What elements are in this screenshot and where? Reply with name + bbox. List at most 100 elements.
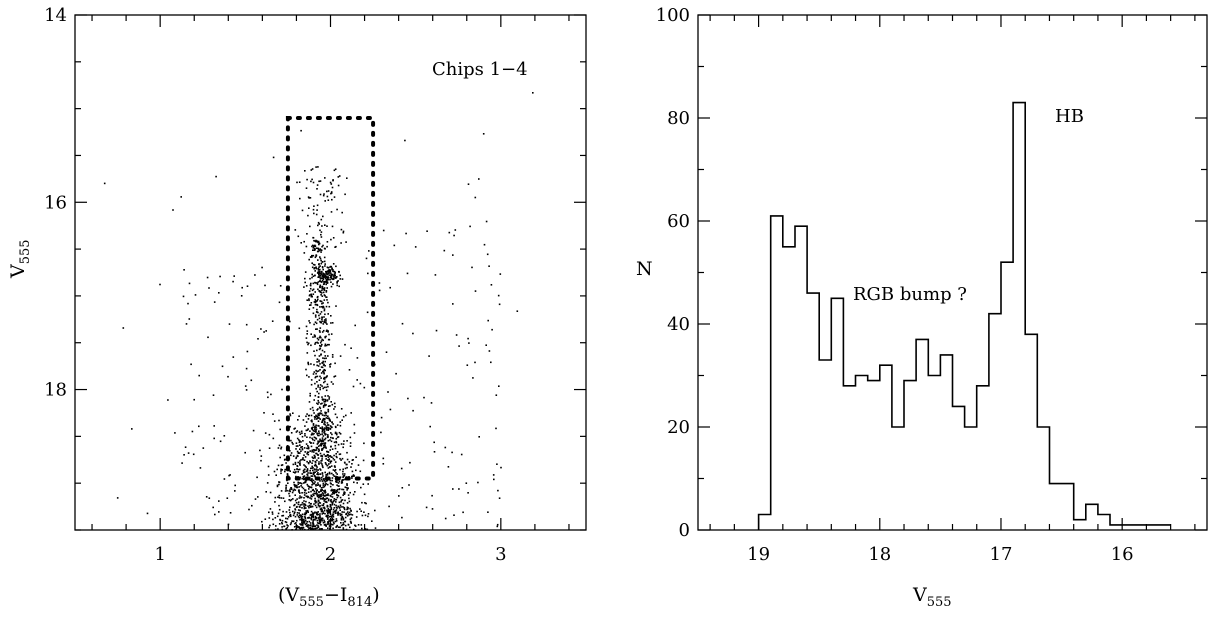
cmd-star-point — [309, 408, 312, 410]
cmd-star-point — [307, 505, 309, 507]
cmd-star-point — [444, 446, 447, 449]
cmd-star-point — [451, 451, 453, 454]
cmd-star-point — [334, 444, 337, 447]
cmd-star-point — [472, 377, 474, 379]
cmd-star-point — [325, 376, 327, 379]
cmd-star-point — [122, 327, 125, 329]
cmd-star-point — [340, 228, 343, 231]
cmd-star-point — [330, 211, 333, 213]
cmd-star-point — [181, 462, 183, 464]
cmd-star-point — [321, 277, 324, 280]
cmd-star-point — [352, 474, 355, 476]
cmd-star-point — [324, 498, 327, 501]
cmd-star-point — [317, 442, 319, 444]
cmd-star-point — [356, 357, 359, 359]
cmd-star-point — [306, 374, 308, 377]
cmd-star-point — [318, 401, 320, 404]
cmd-star-point — [309, 197, 312, 199]
cmd-star-point — [331, 517, 333, 520]
cmd-star-point — [313, 267, 316, 269]
cmd-star-point — [305, 522, 308, 525]
cmd-star-point — [315, 414, 317, 417]
cmd-star-point — [333, 454, 335, 457]
cmd-star-point — [305, 245, 308, 248]
histogram-annotation-rgb-bump: RGB bump ? — [853, 284, 967, 305]
cmd-star-point — [336, 424, 339, 426]
cmd-star-point — [305, 187, 308, 189]
cmd-star-point — [223, 478, 226, 480]
cmd-star-point — [307, 362, 309, 364]
cmd-star-point — [324, 491, 326, 493]
cmd-star-point — [302, 457, 304, 459]
cmd-star-point — [319, 344, 321, 347]
cmd-star-point — [279, 285, 282, 287]
cmd-star-point — [337, 443, 340, 446]
cmd-star-point — [329, 276, 332, 278]
cmd-star-point — [320, 507, 323, 510]
cmd-star-point — [192, 453, 195, 456]
cmd-star-point — [302, 476, 305, 479]
cmd-star-point — [326, 400, 329, 402]
cmd-star-point — [331, 488, 333, 491]
cmd-star-point — [269, 508, 272, 510]
cmd-star-point — [490, 284, 493, 286]
cmd-star-point — [354, 525, 357, 527]
cmd-star-point — [333, 490, 335, 492]
cmd-star-point — [320, 249, 322, 251]
cmd-star-point — [303, 497, 305, 499]
cmd-star-point — [321, 402, 323, 405]
cmd-star-point — [310, 293, 312, 296]
cmd-star-point — [313, 439, 316, 442]
cmd-star-point — [312, 409, 315, 412]
cmd-star-point — [327, 523, 329, 526]
cmd-star-point — [296, 454, 299, 457]
hist-y-tick-label: 20 — [667, 417, 690, 438]
cmd-star-point — [367, 515, 369, 518]
cmd-star-point — [323, 357, 326, 360]
cmd-star-point — [228, 474, 230, 477]
cmd-star-point — [298, 516, 300, 519]
cmd-star-point — [311, 489, 314, 492]
cmd-star-point — [261, 520, 263, 523]
cmd-star-point — [291, 491, 294, 494]
cmd-star-point — [336, 280, 338, 283]
cmd-star-point — [324, 507, 326, 510]
cmd-star-point — [320, 455, 322, 457]
cmd-star-point — [329, 265, 332, 268]
cmd-star-point — [302, 475, 305, 478]
cmd-star-point — [304, 517, 306, 519]
cmd-star-point — [343, 473, 346, 475]
cmd-star-point — [322, 490, 325, 492]
cmd-star-point — [365, 257, 368, 260]
cmd-star-point — [332, 508, 335, 511]
cmd-star-point — [334, 246, 336, 248]
cmd-star-point — [305, 325, 308, 328]
cmd-star-point — [312, 288, 315, 291]
cmd-x-tick-label: 3 — [495, 544, 506, 565]
cmd-star-point — [319, 384, 322, 386]
cmd-star-point — [334, 447, 337, 450]
cmd-star-point — [299, 495, 301, 497]
cmd-star-point — [306, 447, 308, 450]
cmd-star-point — [333, 271, 336, 273]
cmd-star-point — [297, 515, 300, 518]
cmd-star-point — [301, 492, 303, 494]
cmd-star-point — [363, 442, 365, 445]
cmd-star-point — [327, 199, 330, 201]
cmd-star-point — [283, 459, 286, 461]
cmd-star-point — [296, 465, 298, 467]
cmd-star-point — [325, 524, 327, 527]
cmd-y-tick-label: 18 — [44, 380, 67, 401]
cmd-star-point — [333, 375, 335, 378]
cmd-star-point — [185, 323, 188, 325]
cmd-star-point — [311, 513, 314, 515]
cmd-star-point — [341, 524, 344, 526]
cmd-star-point — [250, 379, 253, 382]
cmd-star-point — [317, 365, 320, 367]
cmd-star-point — [468, 342, 470, 344]
cmd-star-point — [348, 497, 350, 500]
cmd-star-point — [316, 204, 319, 207]
cmd-star-point — [430, 402, 433, 404]
cmd-star-point — [321, 261, 323, 263]
